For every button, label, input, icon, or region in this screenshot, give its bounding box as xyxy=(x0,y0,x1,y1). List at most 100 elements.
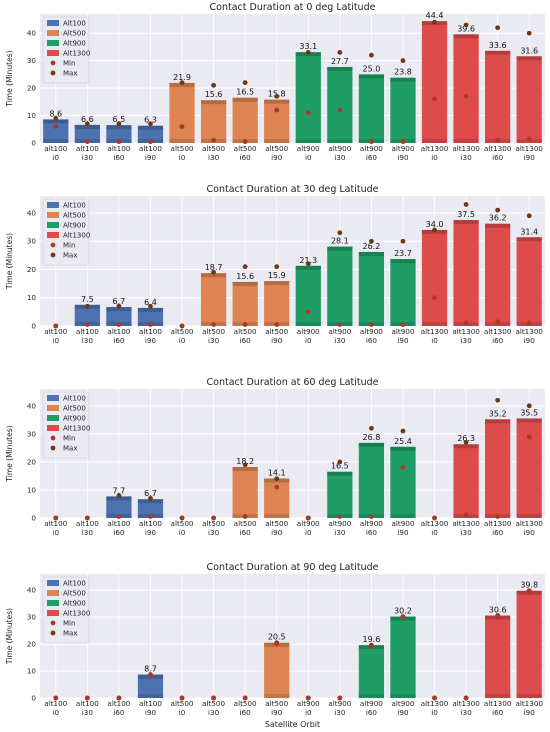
min-marker xyxy=(179,124,185,129)
bar-base xyxy=(453,139,479,143)
bar-cap xyxy=(232,281,258,286)
bar-base xyxy=(264,694,290,698)
data-label: 26.8 xyxy=(363,433,381,442)
legend-label: Max xyxy=(63,252,77,260)
data-label: 6.4 xyxy=(144,298,157,307)
min-marker xyxy=(400,322,406,327)
min-marker xyxy=(148,139,153,145)
legend-label: Alt900 xyxy=(63,222,86,230)
data-label: 31.6 xyxy=(520,46,538,55)
legend-swatch xyxy=(47,610,59,616)
x-tick-label: i90 xyxy=(145,336,157,345)
chart-title: Contact Duration at 90 deg Latitude xyxy=(207,562,379,573)
x-tick-label: alt100 xyxy=(139,519,162,528)
data-label: 23.7 xyxy=(394,249,412,258)
max-marker xyxy=(400,428,406,434)
y-tick-label: 0 xyxy=(31,694,36,703)
data-label: 44.4 xyxy=(426,11,444,20)
bar-cap xyxy=(358,251,385,256)
min-marker xyxy=(211,137,216,143)
chart-title: Contact Duration at 60 deg Latitude xyxy=(207,377,379,388)
x-tick-label: alt1300 xyxy=(452,327,480,336)
data-label: 33.1 xyxy=(299,42,317,51)
x-tick-label: alt500 xyxy=(202,327,225,336)
bar-alt900 xyxy=(295,52,321,143)
legend-swatch xyxy=(47,415,59,421)
bar-alt100 xyxy=(137,674,164,698)
x-tick-label: alt900 xyxy=(391,144,414,153)
min-marker xyxy=(179,323,185,329)
x-tick-label: alt500 xyxy=(171,144,194,153)
x-tick-label: i60 xyxy=(492,708,504,717)
bar-cap xyxy=(43,119,69,124)
bar-cap xyxy=(358,442,385,447)
y-tick-label: 0 xyxy=(31,322,36,331)
x-tick-label: i0 xyxy=(305,336,312,345)
bar-alt100 xyxy=(137,125,164,143)
x-tick-label: i0 xyxy=(431,528,438,537)
bar-cap xyxy=(453,444,479,449)
min-marker xyxy=(179,695,185,701)
x-tick-label: i90 xyxy=(145,153,157,162)
x-tick-label: alt1300 xyxy=(515,699,543,708)
x-tick-label: alt1300 xyxy=(515,519,543,528)
max-marker xyxy=(274,476,280,482)
x-tick-label: alt1300 xyxy=(484,327,512,336)
legend-swatch xyxy=(47,50,59,56)
bar-alt100 xyxy=(106,125,132,143)
y-tick-label: 20 xyxy=(27,640,37,649)
bar-alt900 xyxy=(390,616,416,698)
y-axis-label: Time (Minutes) xyxy=(5,425,14,482)
y-tick-label: 30 xyxy=(27,613,37,622)
bar-alt1300 xyxy=(485,50,511,143)
max-marker xyxy=(211,269,216,275)
min-marker xyxy=(400,139,406,145)
legend: Alt100 Alt500 Alt900 Alt1300 Min Max xyxy=(42,576,90,644)
legend-label: Min xyxy=(63,242,75,250)
x-tick-label: i0 xyxy=(305,153,312,162)
chart-panel-0: 0102030408.6alt100i06.6alt100i306.5alt10… xyxy=(5,2,545,162)
bar-alt1300 xyxy=(453,444,479,518)
x-tick-label: alt900 xyxy=(297,144,320,153)
max-marker xyxy=(369,425,374,431)
min-marker xyxy=(432,695,437,701)
min-marker xyxy=(526,320,532,326)
min-marker xyxy=(369,644,374,650)
data-label: 30.2 xyxy=(394,607,412,616)
y-tick-label: 0 xyxy=(31,514,36,523)
legend-label: Alt900 xyxy=(63,600,86,608)
legend-label: Alt100 xyxy=(63,202,86,210)
bar-alt1300 xyxy=(516,237,542,326)
bar-alt900 xyxy=(327,471,353,518)
bar-alt100 xyxy=(106,307,132,326)
max-marker xyxy=(148,303,153,309)
legend-label: Max xyxy=(63,445,77,453)
max-marker xyxy=(305,50,311,55)
min-marker xyxy=(84,322,90,327)
y-tick-label: 40 xyxy=(27,586,37,595)
data-label: 8.7 xyxy=(144,665,157,674)
bar-cap xyxy=(106,496,132,501)
min-marker xyxy=(432,295,437,301)
bar-alt900 xyxy=(390,259,416,326)
x-tick-label: alt100 xyxy=(76,144,99,153)
legend-marker xyxy=(50,445,56,451)
data-label: 6.3 xyxy=(144,116,157,125)
legend-label: Min xyxy=(63,60,75,68)
x-tick-label: i90 xyxy=(271,708,283,717)
legend-swatch xyxy=(47,20,59,26)
data-label: 21.3 xyxy=(299,256,317,265)
x-tick-label: alt500 xyxy=(234,519,257,528)
x-tick-label: alt1300 xyxy=(452,699,480,708)
bar-alt1300 xyxy=(485,615,511,698)
min-marker xyxy=(84,515,90,521)
legend-label: Alt500 xyxy=(63,590,86,598)
x-tick-label: alt900 xyxy=(360,699,383,708)
max-marker xyxy=(337,230,343,236)
bar-alt1300 xyxy=(485,419,511,518)
max-marker xyxy=(526,403,532,409)
min-marker xyxy=(242,695,248,701)
min-marker xyxy=(148,514,153,519)
min-marker xyxy=(495,137,501,143)
x-tick-label: i30 xyxy=(82,528,94,537)
